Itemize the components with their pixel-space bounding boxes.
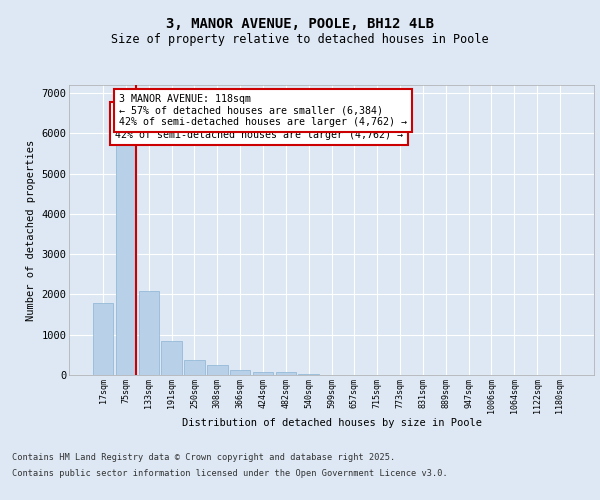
Bar — [298, 374, 319, 375]
Bar — [139, 291, 159, 375]
Bar — [275, 372, 296, 375]
Bar — [161, 341, 182, 375]
Y-axis label: Number of detached properties: Number of detached properties — [26, 140, 35, 320]
Text: 3 MANOR AVENUE: 118sqm
← 57% of detached houses are smaller (6,384)
42% of semi-: 3 MANOR AVENUE: 118sqm ← 57% of detached… — [115, 107, 403, 140]
Text: Contains public sector information licensed under the Open Government Licence v3: Contains public sector information licen… — [12, 468, 448, 477]
Text: Size of property relative to detached houses in Poole: Size of property relative to detached ho… — [111, 32, 489, 46]
Text: Contains HM Land Registry data © Crown copyright and database right 2025.: Contains HM Land Registry data © Crown c… — [12, 454, 395, 462]
Text: 3 MANOR AVENUE: 118sqm
← 57% of detached houses are smaller (6,384)
42% of semi-: 3 MANOR AVENUE: 118sqm ← 57% of detached… — [119, 94, 407, 127]
X-axis label: Distribution of detached houses by size in Poole: Distribution of detached houses by size … — [182, 418, 482, 428]
Bar — [253, 372, 273, 375]
Text: 3, MANOR AVENUE, POOLE, BH12 4LB: 3, MANOR AVENUE, POOLE, BH12 4LB — [166, 18, 434, 32]
Bar — [116, 140, 136, 375]
Bar — [93, 302, 113, 375]
Bar — [230, 370, 250, 375]
Bar — [184, 360, 205, 375]
Bar — [207, 366, 227, 375]
